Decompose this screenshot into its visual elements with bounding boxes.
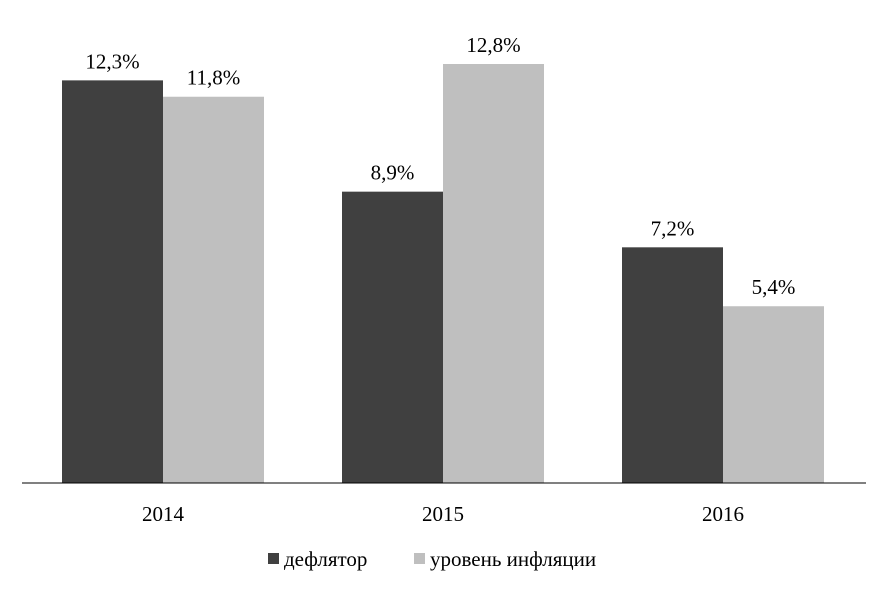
data-label-2016-inflation: 5,4% — [752, 275, 796, 299]
bar-2014-inflation — [163, 96, 264, 483]
x-tick-label-2014: 2014 — [142, 502, 185, 526]
data-labels-group: 12,3% 11,8% 8,9% 12,8% 7,2% 5,4% — [85, 33, 795, 299]
data-label-2015-deflator: 8,9% — [371, 161, 415, 185]
bars-group — [62, 64, 824, 483]
bar-2016-inflation — [723, 306, 824, 483]
legend-item-deflator: дефлятор — [268, 547, 367, 571]
legend-label-inflation: уровень инфляции — [430, 547, 596, 571]
data-label-2014-inflation: 11,8% — [187, 66, 240, 90]
bar-2014-deflator — [62, 80, 163, 483]
legend-label-deflator: дефлятор — [284, 547, 367, 571]
data-label-2015-inflation: 12,8% — [466, 33, 520, 57]
bar-2015-inflation — [443, 64, 544, 483]
bar-2015-deflator — [342, 191, 443, 483]
x-tick-labels-group: 2014 2015 2016 — [142, 502, 744, 526]
data-label-2014-deflator: 12,3% — [85, 49, 139, 73]
legend: дефлятор уровень инфляции — [268, 547, 596, 571]
bar-2016-deflator — [622, 247, 723, 483]
x-tick-label-2016: 2016 — [702, 502, 744, 526]
legend-swatch-inflation — [414, 553, 425, 564]
legend-swatch-deflator — [268, 553, 279, 564]
legend-item-inflation: уровень инфляции — [414, 547, 596, 571]
data-label-2016-deflator: 7,2% — [651, 216, 695, 240]
x-tick-label-2015: 2015 — [422, 502, 464, 526]
